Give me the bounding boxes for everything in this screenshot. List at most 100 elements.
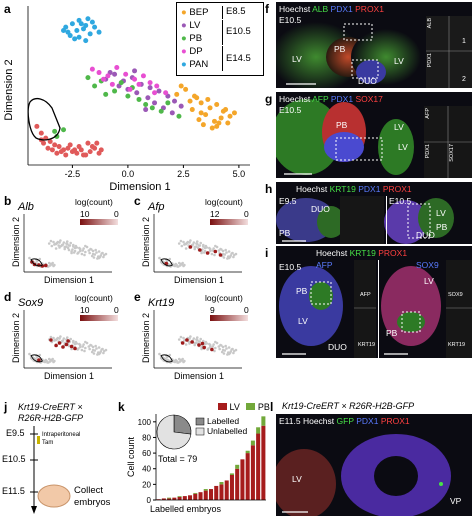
micrograph-h: Hoechst KRT19 PDX1 PROX1 E9.5 E10.5 DUO … [276, 182, 472, 244]
feature-bg-point [202, 243, 205, 247]
timeline-diagram [30, 426, 71, 514]
feature-bg-point [52, 336, 55, 340]
tsne-point [85, 75, 91, 81]
feature-bg-point [53, 263, 56, 267]
k-ytick: 40 [142, 465, 151, 474]
feature-bg-point [222, 352, 226, 355]
tsne-point [189, 107, 195, 113]
tsne-point [169, 110, 175, 116]
k-ytick: 0 [147, 496, 152, 505]
tsne-point [114, 65, 120, 70]
bar-pb [193, 492, 198, 494]
feature-hot-point [213, 249, 218, 254]
tsne-point [49, 147, 55, 153]
feature-bg-point [49, 358, 53, 362]
feature-colorbar [80, 219, 118, 225]
feature-bg-point [91, 249, 95, 253]
tsne-point [112, 71, 118, 77]
feature-bg-point [172, 359, 176, 363]
tsne-point [125, 93, 131, 99]
tsne-point [92, 83, 98, 89]
feature-bg-point [28, 256, 31, 260]
feature-bg-point [72, 243, 75, 247]
tsne-point [105, 73, 111, 79]
bar-lv [167, 498, 172, 500]
bar-lv [177, 496, 182, 500]
tsne-ylabel: Dimension 2 [3, 59, 15, 120]
tsne-xlabel: Dimension 1 [109, 181, 170, 193]
feature-bg-point [208, 246, 211, 250]
bar-lv [235, 468, 240, 500]
feature-bg-point [220, 350, 224, 354]
feature-bg-point [49, 239, 53, 243]
feature-xlabel: Dimension 1 [174, 275, 224, 285]
feature-colorbar-max: 9 [210, 305, 215, 315]
feature-bg-point [91, 345, 95, 349]
feature-colorbar [210, 219, 248, 225]
feature-bg-point [65, 336, 69, 339]
feature-hot-point [202, 345, 206, 350]
feature-bg-point [222, 256, 226, 259]
feature-ylabel: Dimension 2 [141, 313, 151, 363]
legend-item-dp: ● DP [181, 46, 203, 57]
feature-bg-point [94, 248, 97, 252]
bar-lv [245, 453, 250, 500]
tsne-plot: -2.5 0.0 2.5 5.0 Dimension 1 Dimension 2 [3, 6, 250, 193]
feature-bg-point [202, 251, 206, 254]
feature-hot-point [37, 358, 41, 362]
feature-bg-point [224, 344, 227, 348]
tsne-point [94, 140, 100, 146]
tsne-point [103, 91, 109, 97]
feature-bg-point [58, 246, 61, 249]
micrograph-l: E11.5 Hoechst GFP PDX1 PROX1 LV VP [276, 414, 472, 516]
feature-bg-point [47, 242, 51, 245]
feature-bg-point [214, 244, 217, 248]
feature-bg-point [184, 343, 188, 346]
tsne-point [58, 149, 64, 155]
stage-e10-5: E10.5 [226, 26, 251, 37]
tsne-point [63, 152, 69, 158]
feature-bg-point [97, 346, 101, 349]
tsne-point [205, 96, 211, 102]
feature-bg-point [197, 340, 201, 343]
feature-bg-point [234, 252, 238, 256]
feature-bg-point [195, 338, 199, 342]
tsne-point [54, 150, 60, 156]
feature-hot-point [61, 345, 65, 349]
feature-bg-point [220, 248, 223, 251]
feature-hot-point [54, 343, 58, 348]
panel-letter-c: c [134, 194, 141, 208]
tsne-point [76, 144, 82, 150]
feature-bg-point [221, 348, 225, 352]
feature-bg-point [227, 352, 231, 356]
feature-bg-point [102, 351, 105, 355]
feature-bg-point [208, 342, 211, 346]
feature-bg-point [67, 344, 71, 348]
feature-hot-point [180, 341, 185, 345]
k-ylabel: Cell count [126, 436, 136, 477]
feature-plots: Alb log(count) 10 0 Dimension 1 Dimension 2 Af… [11, 197, 249, 381]
bar-lv [240, 459, 245, 500]
tsne-point [209, 125, 215, 131]
feature-bg-point [193, 247, 196, 251]
feature-bg-point [62, 241, 66, 244]
tsne-point [96, 70, 102, 76]
tsne-point [78, 21, 84, 27]
tsne-point [203, 112, 209, 118]
tsne-point [196, 117, 202, 123]
feature-ylabel: Dimension 2 [11, 217, 21, 267]
feature-bg-point [214, 346, 217, 350]
feature-bg-point [211, 249, 215, 252]
tsne-point [147, 85, 153, 91]
k-ytick: 20 [142, 480, 151, 489]
feature-legend-title: log(count) [75, 293, 113, 303]
j-title-1: Krt19-CreERT × [18, 402, 83, 412]
feature-bg-point [201, 248, 204, 251]
feature-bg-point [168, 257, 172, 261]
tsne-point [223, 107, 229, 113]
feature-colorbar-min: 0 [244, 305, 249, 315]
feature-bg-point [80, 348, 84, 352]
panel-letter-d: d [4, 290, 12, 304]
feature-bg-point [80, 252, 84, 256]
